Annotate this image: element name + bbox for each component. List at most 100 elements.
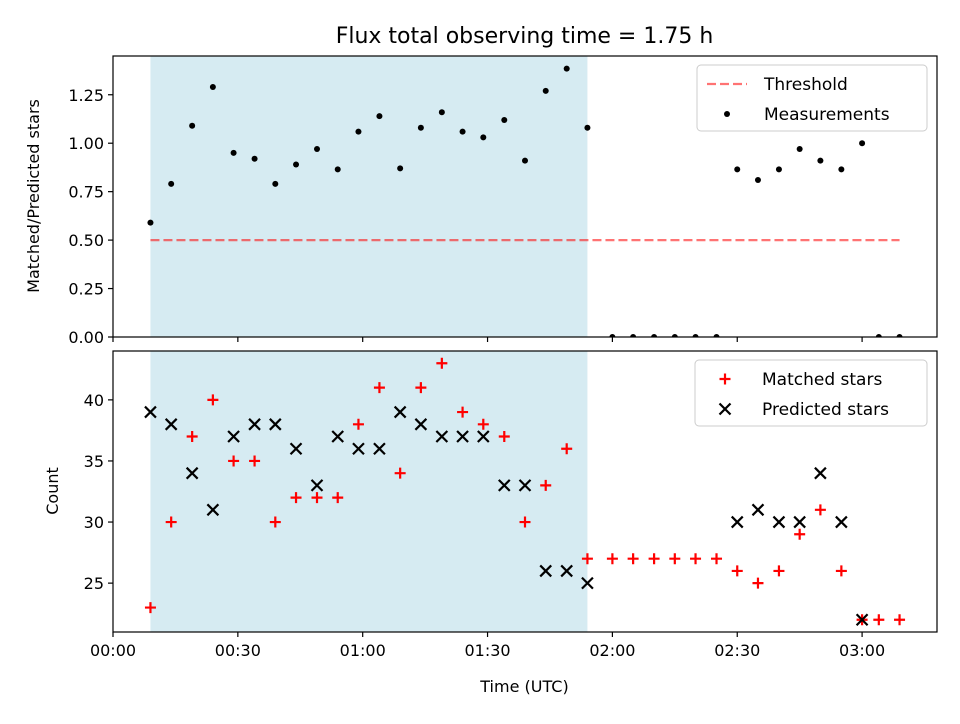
predicted-star-point (206, 503, 220, 517)
measurement-point (522, 157, 528, 164)
matched-star-point (332, 492, 344, 504)
matched-star-point (711, 553, 723, 565)
bottom-y-axis-label: Count (43, 467, 62, 515)
top-panel: 0.00 0.25 0.50 0.75 1.00 1.25 Threshold Measure… (68, 55, 938, 347)
x-tick-label: 01:30 (464, 641, 510, 660)
legend-matched-swatch (719, 373, 731, 385)
matched-star-point (436, 357, 448, 369)
measurement-point (376, 113, 383, 120)
legend-label: Measurements (764, 105, 890, 125)
matched-star-point (207, 394, 219, 406)
measurement-point (355, 128, 362, 135)
matched-star-point (669, 553, 681, 565)
matched-star-point (581, 553, 593, 565)
measurement-point (272, 180, 279, 187)
predicted-star-point (248, 418, 261, 431)
predicted-star-point (227, 430, 240, 443)
top-series-0 (147, 65, 903, 337)
predicted-star-point (539, 564, 553, 578)
measurement-point (817, 157, 824, 164)
x-tick-label: 03:00 (839, 641, 885, 660)
matched-star-point (835, 565, 847, 577)
top-highlight-span (150, 56, 588, 337)
matched-star-point (228, 455, 240, 467)
predicted-star-point (560, 564, 573, 578)
matched-star-point (606, 553, 618, 565)
matched-star-point (773, 565, 785, 577)
measurement-point (713, 334, 720, 337)
predicted-star-point (289, 442, 303, 456)
bottom-panel: 25 30 35 40 00:00 00:30 01:00 01:30 02:00 02:30 03… (84, 350, 938, 660)
top-y-axis-label: Matched/Predicted stars (24, 99, 43, 293)
measurement-point (734, 166, 741, 173)
predicted-star-point (352, 442, 365, 456)
measurement-point (480, 134, 487, 141)
bottom-highlight-span (150, 351, 588, 632)
measurement-point (293, 161, 300, 168)
top-y-tick-label: 0.50 (68, 231, 104, 250)
top-legend-box (696, 64, 928, 132)
matched-star-point (373, 382, 385, 394)
bottom-legend: Matched stars Predicted stars (694, 359, 928, 427)
matched-star-point (415, 382, 427, 394)
matched-star-point (561, 443, 573, 455)
bottom-series-1 (144, 405, 869, 627)
bottom-axes-frame (112, 350, 938, 633)
x-tick-label: 02:30 (714, 641, 760, 660)
measurement-point (459, 128, 466, 135)
x-tick-label: 00:30 (215, 641, 261, 660)
bottom-marks (144, 357, 906, 627)
matched-star-point (477, 418, 489, 430)
matched-star-point (394, 467, 406, 479)
matched-star-point (627, 553, 639, 565)
measurement-point (651, 334, 658, 337)
chart-title: Flux total observing time = 1.75 h (336, 24, 714, 49)
predicted-star-point (581, 576, 594, 590)
x-tick-label: 02:00 (589, 641, 635, 660)
measurement-point (251, 155, 258, 162)
measurement-point (671, 334, 678, 337)
predicted-star-point (477, 430, 490, 443)
legend-label: Threshold (763, 75, 848, 95)
measurement-point (563, 65, 570, 72)
measurement-point (754, 177, 761, 184)
bottom-y-tick-label: 30 (84, 513, 104, 532)
measurement-point (609, 334, 616, 337)
measurement-point (417, 124, 424, 131)
predicted-star-point (185, 466, 199, 480)
matched-star-point (794, 528, 806, 540)
matched-star-point (648, 553, 660, 565)
x-axis-label: Time (UTC) (479, 677, 568, 696)
predicted-star-point (835, 515, 848, 529)
matched-star-point (144, 602, 156, 614)
x-tick-label: 01:00 (340, 641, 386, 660)
predicted-star-point (373, 442, 386, 456)
measurement-point (168, 180, 175, 187)
predicted-star-point (269, 418, 282, 431)
measurement-point (692, 334, 699, 337)
predicted-star-point (814, 466, 827, 480)
matched-star-point (249, 455, 261, 467)
predicted-star-point (310, 479, 324, 492)
measurement-point (796, 146, 803, 153)
top-axes-frame (112, 55, 938, 338)
legend-label: Matched stars (762, 370, 882, 390)
predicted-star-point (518, 479, 532, 492)
top-y-tick-label: 1.00 (68, 134, 104, 153)
top-y-tick-label: 1.25 (68, 86, 104, 105)
predicted-star-point (435, 430, 449, 443)
matched-star-point (540, 479, 552, 491)
measurement-point (438, 109, 445, 116)
matched-star-point (519, 516, 531, 528)
predicted-star-point (456, 430, 469, 443)
measurement-point (314, 146, 321, 153)
measurement-point (209, 84, 216, 91)
legend-label: Predicted stars (762, 400, 889, 420)
matched-star-point (352, 418, 364, 430)
predicted-star-point (144, 405, 157, 419)
matched-star-point (814, 504, 826, 516)
predicted-star-point (751, 503, 765, 517)
top-legend: Threshold Measurements (696, 64, 928, 132)
predicted-star-point (772, 515, 786, 529)
